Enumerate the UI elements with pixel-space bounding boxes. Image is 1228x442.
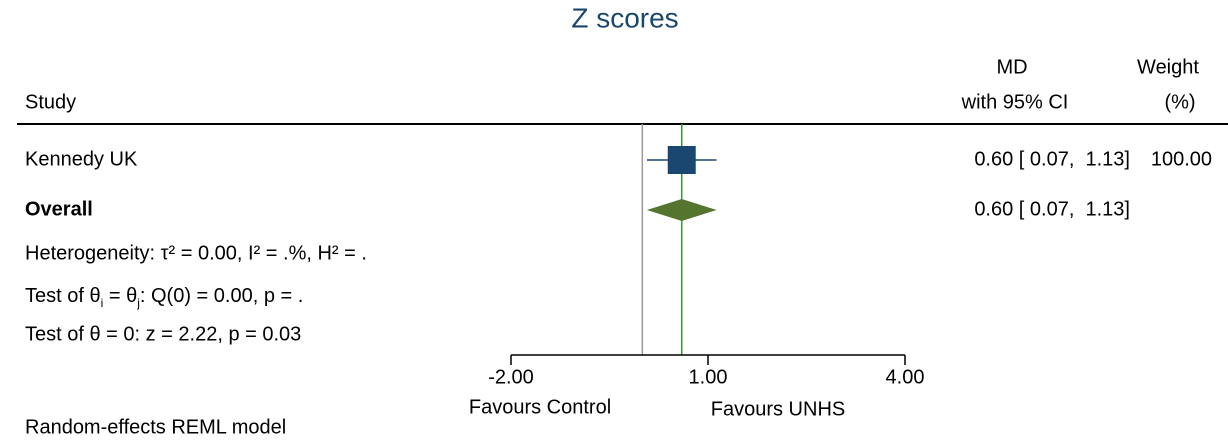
effect-label: 0.60 [ 0.07, 1.13] — [974, 148, 1130, 170]
study-header: Study — [25, 91, 76, 113]
effect-header: MD — [996, 56, 1027, 78]
weight-label: 100.00 — [1151, 148, 1212, 170]
overall-effect-label: 0.60 [ 0.07, 1.13] — [974, 198, 1130, 220]
x-label: Favours Control — [469, 396, 611, 418]
weight-header: (%) — [1164, 91, 1195, 113]
note: Heterogeneity: τ² = 0.00, I² = .%, H² = … — [25, 242, 367, 264]
weight-header: Weight — [1137, 56, 1199, 78]
note-part: j — [136, 296, 140, 310]
effect-marker — [667, 146, 696, 174]
note-part: Test of θ — [25, 285, 101, 307]
note: Test of θ = 0: z = 2.22, p = 0.03 — [25, 323, 301, 345]
x-tick-label: -2.00 — [488, 366, 534, 388]
x-tick-label: 1.00 — [689, 366, 728, 388]
model-note: Random-effects REML model — [25, 416, 286, 438]
note-part: : Q(0) = 0.00, p = . — [140, 285, 303, 307]
effect-header: with 95% CI — [961, 91, 1069, 113]
study-label: Kennedy UK — [25, 148, 138, 170]
overall-diamond — [646, 199, 717, 221]
chart-title: Z scores — [571, 2, 678, 33]
overall-label: Overall — [25, 198, 93, 220]
x-label: Favours UNHS — [711, 398, 845, 420]
note-part: i — [101, 296, 104, 310]
note-part: = θ — [103, 285, 137, 307]
x-tick-label: 4.00 — [886, 366, 925, 388]
note: Test of θi = θj: Q(0) = 0.00, p = . — [25, 285, 303, 310]
